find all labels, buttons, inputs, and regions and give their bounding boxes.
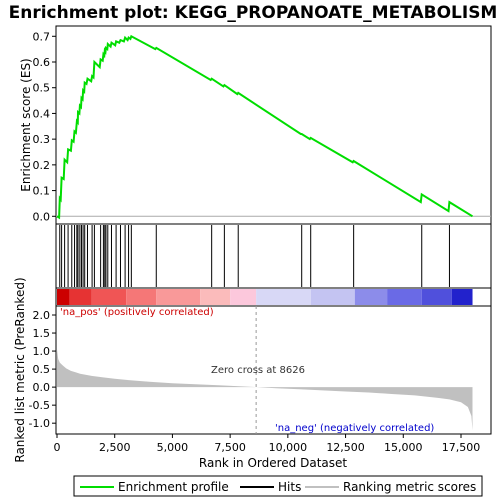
hit-marks [59,225,450,287]
metric-y-tick-label: -1.0 [29,417,50,430]
heat-segment [200,289,231,305]
negative-correlation-label: 'na_neg' (negatively correlated) [275,423,434,434]
zero-cross-label: Zero cross at 8626 [211,365,305,376]
es-y-tick-label: 0.3 [33,133,51,146]
legend-enrichment-label: Enrichment profile [118,480,229,494]
x-tick-label: 0 [54,441,61,454]
heat-segment [126,289,157,305]
x-axis-label: Rank in Ordered Dataset [199,456,347,470]
es-y-tick-label: 0.2 [33,159,51,172]
x-tick-label: 7,500 [214,441,246,454]
heat-segment [451,289,473,305]
heat-segment [69,289,92,305]
es-panel-frame [55,25,492,225]
es-panel: 0.0 0.1 0.2 0.3 0.4 0.5 0.6 0.7 Enrichment scor… [19,25,492,225]
legend-hits-label: Hits [278,480,301,494]
heat-segment [156,289,201,305]
ranking-metric-area [57,349,473,431]
hits-panel [55,223,492,289]
heat-segment [91,289,127,305]
heat-segment [230,289,257,305]
es-y-tick-label: 0.5 [33,82,51,95]
heat-bar [57,289,473,305]
x-tick-label: 5,000 [157,441,189,454]
positive-correlation-label: 'na_pos' (positively correlated) [60,307,214,318]
metric-y-tick-label: 2.0 [33,309,51,322]
metric-y-axis-label: Ranked list metric (PreRanked) [13,277,27,462]
heat-segment [387,289,422,305]
metric-y-ticks: 2.0 1.5 1.0 0.5 0.0 -0.5 -1.0 [29,309,56,430]
heat-segment [354,289,388,305]
heat-segment [57,289,70,305]
es-y-tick-label: 0.1 [33,185,51,198]
x-tick-label: 2,500 [99,441,131,454]
legend-frame [73,475,483,497]
metric-panel: 2.0 1.5 1.0 0.5 0.0 -0.5 -1.0 0 2,500 5,000 7,500… [13,277,492,470]
metric-y-tick-label: 1.5 [33,327,51,340]
es-y-tick-label: 0.7 [33,30,51,43]
es-y-tick-label: 0.6 [33,56,51,69]
x-tick-label: 15,000 [384,441,423,454]
legend: Enrichment profile Hits Ranking metric s… [73,475,483,497]
x-tick-label: 17,500 [442,441,481,454]
metric-y-tick-label: 0.5 [33,363,51,376]
metric-y-tick-label: 1.0 [33,345,51,358]
metric-y-tick-label: -0.5 [29,399,50,412]
x-tick-label: 10,000 [269,441,308,454]
chart-title: Enrichment plot: KEGG_PROPANOATE_METABOL… [9,3,498,23]
heat-bar-panel [55,287,492,307]
heat-segment [256,289,311,305]
metric-panel-frame [55,305,492,435]
es-y-ticks: 0.0 0.1 0.2 0.3 0.4 0.5 0.6 0.7 [33,30,56,223]
enrichment-profile-line [56,34,474,220]
hits-panel-frame [55,223,492,289]
metric-y-tick-label: 0.0 [33,381,51,394]
es-y-tick-label: 0.0 [33,210,51,223]
legend-metric-label: Ranking metric scores [343,480,476,494]
es-y-axis-label: Enrichment score (ES) [19,58,33,191]
x-tick-label: 12,500 [326,441,365,454]
es-y-tick-label: 0.4 [33,107,51,120]
heat-segment [310,289,355,305]
heat-segment [421,289,452,305]
x-ticks: 0 2,500 5,000 7,500 10,000 12,500 15,000 17,500 [54,434,481,454]
